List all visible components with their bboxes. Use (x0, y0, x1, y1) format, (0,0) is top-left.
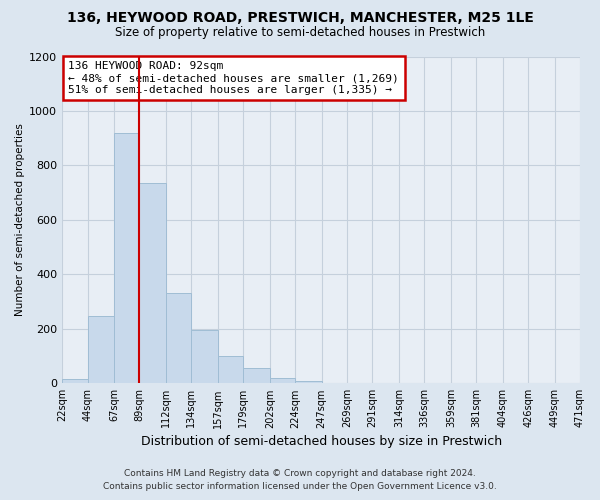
Text: 136, HEYWOOD ROAD, PRESTWICH, MANCHESTER, M25 1LE: 136, HEYWOOD ROAD, PRESTWICH, MANCHESTER… (67, 11, 533, 25)
Bar (139, 183, 166, 384)
Bar (191, 330, 218, 384)
Bar (322, 383, 347, 384)
X-axis label: Distribution of semi-detached houses by size in Prestwich: Distribution of semi-detached houses by … (140, 434, 502, 448)
Bar (88, 316, 114, 384)
Y-axis label: Number of semi-detached properties: Number of semi-detached properties (15, 124, 25, 316)
Bar (270, 378, 295, 384)
Text: 136 HEYWOOD ROAD: 92sqm
← 48% of semi-detached houses are smaller (1,269)
51% of: 136 HEYWOOD ROAD: 92sqm ← 48% of semi-de… (68, 62, 399, 94)
Bar (295, 380, 322, 384)
Text: Size of property relative to semi-detached houses in Prestwich: Size of property relative to semi-detach… (115, 26, 485, 39)
Bar (62, 379, 88, 384)
Bar (114, 133, 139, 384)
Bar (243, 368, 270, 384)
Bar (166, 294, 191, 384)
Text: Contains HM Land Registry data © Crown copyright and database right 2024.
Contai: Contains HM Land Registry data © Crown c… (103, 470, 497, 491)
Bar (218, 356, 243, 384)
